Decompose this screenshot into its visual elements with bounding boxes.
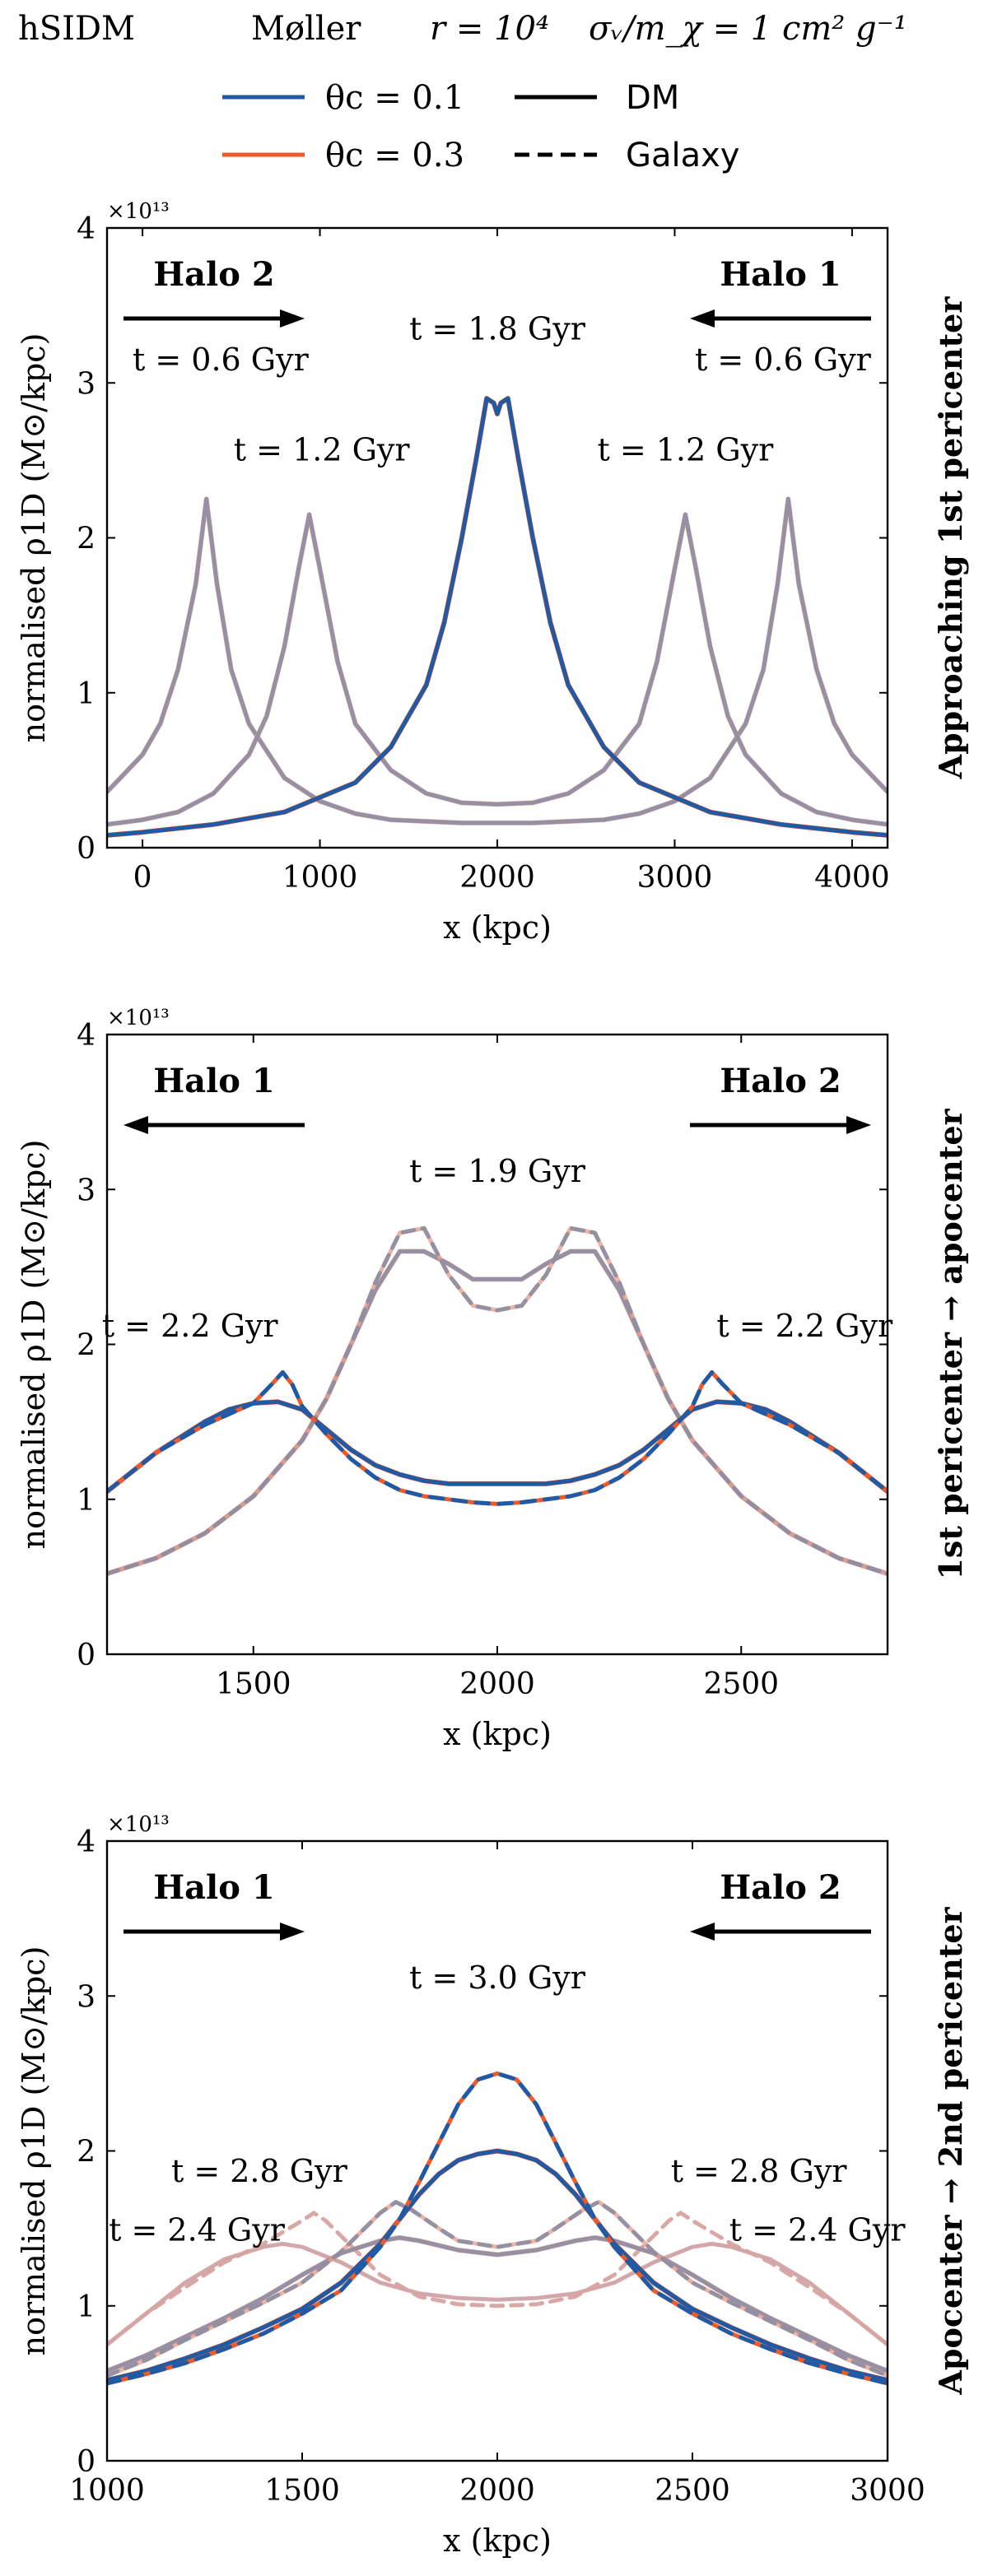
panel-1-series <box>107 396 888 838</box>
x-tick-label: 2500 <box>703 1667 779 1701</box>
time-label: t = 1.2 Gyr <box>597 431 774 467</box>
series-3-5-theta01 <box>107 2149 888 2383</box>
halo-arrow-right <box>690 309 871 328</box>
y-tick-label: 4 <box>77 212 96 246</box>
panel-side-label: Apocenter → 2nd pericenter <box>932 1906 969 2395</box>
time-label: t = 0.6 Gyr <box>133 342 310 378</box>
series-1-3-theta01 <box>107 396 888 838</box>
series-3-3-theta01 <box>107 2235 888 2374</box>
x-axis-label: x (kpc) <box>443 2523 552 2559</box>
y-tick-label: 0 <box>77 2445 96 2479</box>
time-label: t = 2.8 Gyr <box>171 2153 348 2189</box>
y-tick-label: 2 <box>77 1329 96 1363</box>
series-3-2-theta01 <box>107 2211 888 2346</box>
panel-1: 0 1000 2000 3000 4000 0 1 2 3 4 ×10¹³ x (kpc) normal… <box>16 199 969 946</box>
header-sigma: σᵥ/m_χ = 1 cm² g⁻¹ <box>589 10 907 48</box>
x-tick-label: 4000 <box>814 861 890 895</box>
series-1-1-theta03 <box>107 496 888 825</box>
panel-2: 1500 2000 2500 0 1 2 3 4 ×10¹³ x (kpc) normalised … <box>16 1006 969 1752</box>
y-tick-label: 1 <box>77 1484 96 1518</box>
header-r: r = 10⁴ <box>430 10 549 48</box>
halo-label-right: Halo 2 <box>720 1062 841 1100</box>
time-label: t = 1.8 Gyr <box>409 311 586 347</box>
x-tick-label: 1500 <box>264 2474 340 2508</box>
series-2-3-theta01 <box>107 1399 888 1494</box>
y-tick-label: 1 <box>77 677 96 711</box>
time-label: t = 0.6 Gyr <box>695 342 872 378</box>
x-tick-label: 1500 <box>216 1667 291 1701</box>
legend-label-theta-01: θc = 0.1 <box>325 79 464 117</box>
halo-arrow-left <box>124 1116 305 1134</box>
series-1-2-theta01 <box>107 512 888 827</box>
halo-label-left: Halo 1 <box>153 1868 274 1907</box>
y-tick-label: 2 <box>77 2136 96 2169</box>
y-tick-label: 3 <box>77 1174 96 1207</box>
halo-label-left: Halo 1 <box>153 1062 274 1100</box>
time-label: t = 1.9 Gyr <box>409 1153 586 1189</box>
x-tick-label: 0 <box>133 861 152 895</box>
halo-label-left: Halo 2 <box>153 255 274 294</box>
legend-label-theta-03: θc = 0.3 <box>325 137 464 174</box>
halo-arrow-left <box>124 1923 305 1941</box>
series-2-4-theta01 <box>107 1369 888 1506</box>
time-label: t = 2.4 Gyr <box>109 2212 286 2248</box>
series-1-1-theta01 <box>107 496 888 825</box>
y-tick-label: 4 <box>77 1825 96 1859</box>
x-axis-label: x (kpc) <box>443 1716 552 1752</box>
y-tick-label: 2 <box>77 523 96 556</box>
x-tick-label: 2000 <box>459 2474 535 2508</box>
y-tick-label: 1 <box>77 2290 96 2324</box>
panel-side-label: 1st pericenter → apocenter <box>932 1109 969 1580</box>
time-label: t = 2.2 Gyr <box>102 1308 279 1344</box>
y-multiplier: ×10¹³ <box>107 1812 170 1837</box>
x-tick-label: 2500 <box>655 2474 730 2508</box>
x-tick-label: 3000 <box>637 861 713 895</box>
header-model: hSIDM <box>18 10 135 48</box>
x-tick-label: 2000 <box>459 1667 535 1701</box>
halo-label-right: Halo 2 <box>720 1868 841 1907</box>
legend-label-galaxy: Galaxy <box>626 137 739 174</box>
panel-3: 1000 1500 2000 2500 3000 0 1 2 3 4 ×10¹³ x (kpc) nor… <box>16 1812 969 2559</box>
time-label: t = 2.4 Gyr <box>729 2212 906 2248</box>
y-axis-label: normalised ρ1D (M⊙/kpc) <box>16 1946 52 2356</box>
y-tick-label: 3 <box>77 367 96 401</box>
y-axis-label: normalised ρ1D (M⊙/kpc) <box>16 1140 52 1550</box>
series-1-2-theta03 <box>107 512 888 827</box>
x-tick-label: 1000 <box>69 2474 145 2508</box>
y-tick-label: 0 <box>77 1639 96 1672</box>
time-label: t = 2.8 Gyr <box>671 2153 848 2189</box>
x-tick-label: 2000 <box>459 861 535 895</box>
legend-label-dm: DM <box>626 79 679 117</box>
x-tick-label: 3000 <box>850 2474 925 2508</box>
panel-3-series <box>107 2071 888 2386</box>
time-label: t = 1.2 Gyr <box>234 431 411 467</box>
halo-arrow-left <box>124 309 305 328</box>
y-tick-label: 0 <box>77 832 96 866</box>
halo-arrow-right <box>690 1116 871 1134</box>
x-axis-label: x (kpc) <box>443 909 552 946</box>
y-tick-label: 3 <box>77 1980 96 2014</box>
y-tick-label: 4 <box>77 1019 96 1053</box>
y-axis-label: normalised ρ1D (M⊙/kpc) <box>16 333 52 743</box>
series-3-6-theta01 <box>107 2071 888 2386</box>
panel-2-frame <box>105 1033 889 1656</box>
time-label: t = 3.0 Gyr <box>409 1960 586 1996</box>
panel-2-series <box>107 1225 888 1577</box>
header-cross-section: Møller <box>251 10 361 48</box>
time-label: t = 2.2 Gyr <box>716 1308 893 1344</box>
y-multiplier: ×10¹³ <box>107 1006 170 1030</box>
legend: θc = 0.1 θc = 0.3 DM Galaxy <box>222 79 739 174</box>
panel-side-label: Approaching 1st pericenter <box>932 296 969 780</box>
series-3-1-theta01 <box>107 2242 888 2346</box>
series-3-4-theta01 <box>107 2200 888 2378</box>
halo-label-right: Halo 1 <box>720 255 841 294</box>
series-2-2-theta01 <box>107 1225 888 1576</box>
y-multiplier: ×10¹³ <box>107 199 170 224</box>
x-tick-label: 1000 <box>282 861 358 895</box>
halo-arrow-right <box>690 1923 871 1941</box>
figure-header: hSIDM Møller r = 10⁴ σᵥ/m_χ = 1 cm² g⁻¹ <box>18 10 907 48</box>
